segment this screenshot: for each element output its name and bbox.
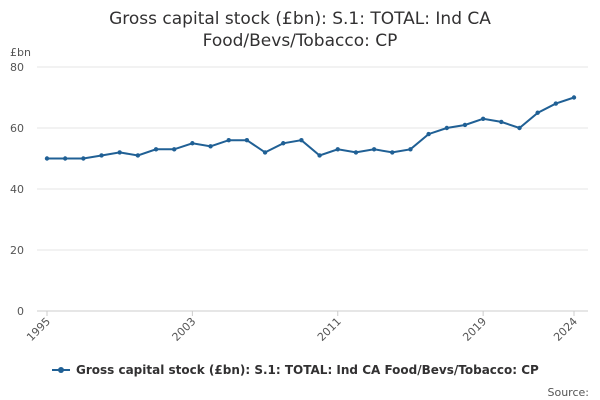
y-tick-label: 40 — [10, 183, 24, 196]
data-point[interactable] — [226, 138, 231, 143]
data-point[interactable] — [353, 150, 359, 155]
data-point[interactable] — [426, 131, 431, 137]
legend: Gross capital stock (£bn): S.1: TOTAL: I… — [52, 363, 539, 377]
x-tick-label: 2024 — [551, 315, 580, 344]
data-point[interactable] — [62, 156, 68, 161]
data-point[interactable] — [444, 125, 449, 131]
y-tick-label: 20 — [10, 244, 24, 257]
data-point[interactable] — [262, 150, 268, 155]
data-point[interactable] — [172, 147, 177, 152]
x-tick-label: 2003 — [170, 315, 199, 344]
series-line — [47, 96, 575, 160]
x-tick-label: 2011 — [315, 315, 344, 344]
data-point[interactable] — [153, 147, 159, 152]
data-point[interactable] — [190, 141, 195, 146]
data-point[interactable] — [299, 138, 304, 143]
data-point[interactable] — [535, 110, 540, 115]
data-point[interactable] — [390, 150, 395, 155]
data-point[interactable] — [408, 147, 413, 152]
data-point[interactable] — [462, 122, 468, 128]
chart-title-line-2: Food/Bevs/Tobacco: CP — [202, 31, 398, 51]
y-tick-label: 60 — [10, 122, 24, 135]
data-point[interactable] — [208, 144, 213, 149]
y-axis-ticks: 0 20 40 60 80 — [10, 61, 24, 318]
data-point[interactable] — [371, 147, 377, 152]
legend-marker-icon — [52, 365, 70, 375]
data-point[interactable] — [81, 156, 86, 161]
x-tick-label: 2019 — [460, 315, 489, 344]
chart-title-line-1: Gross capital stock (£bn): S.1: TOTAL: I… — [109, 9, 491, 29]
data-point[interactable] — [99, 153, 104, 158]
data-point[interactable] — [335, 147, 340, 152]
data-point[interactable] — [117, 150, 122, 155]
data-point[interactable] — [517, 125, 522, 131]
data-point[interactable] — [553, 101, 559, 106]
data-point[interactable] — [317, 153, 322, 158]
series-points — [44, 95, 577, 161]
x-tick-label: 1995 — [24, 315, 53, 344]
legend-label: Gross capital stock (£bn): S.1: TOTAL: I… — [76, 363, 539, 377]
x-axis-ticks: 1995 2003 2011 2019 2024 — [24, 311, 580, 344]
data-point[interactable] — [480, 116, 486, 122]
chart-title: Gross capital stock (£bn): S.1: TOTAL: I… — [0, 8, 600, 52]
data-point[interactable] — [244, 138, 250, 143]
y-tick-label: 0 — [17, 305, 24, 318]
data-point[interactable] — [281, 141, 286, 146]
data-point[interactable] — [571, 95, 577, 100]
data-point[interactable] — [499, 119, 504, 125]
source-label: Source: — [547, 386, 590, 399]
gridlines — [37, 66, 588, 312]
y-axis-label: £bn — [10, 46, 31, 59]
data-point[interactable] — [44, 156, 50, 161]
y-tick-label: 80 — [10, 61, 24, 74]
data-point[interactable] — [135, 153, 141, 158]
